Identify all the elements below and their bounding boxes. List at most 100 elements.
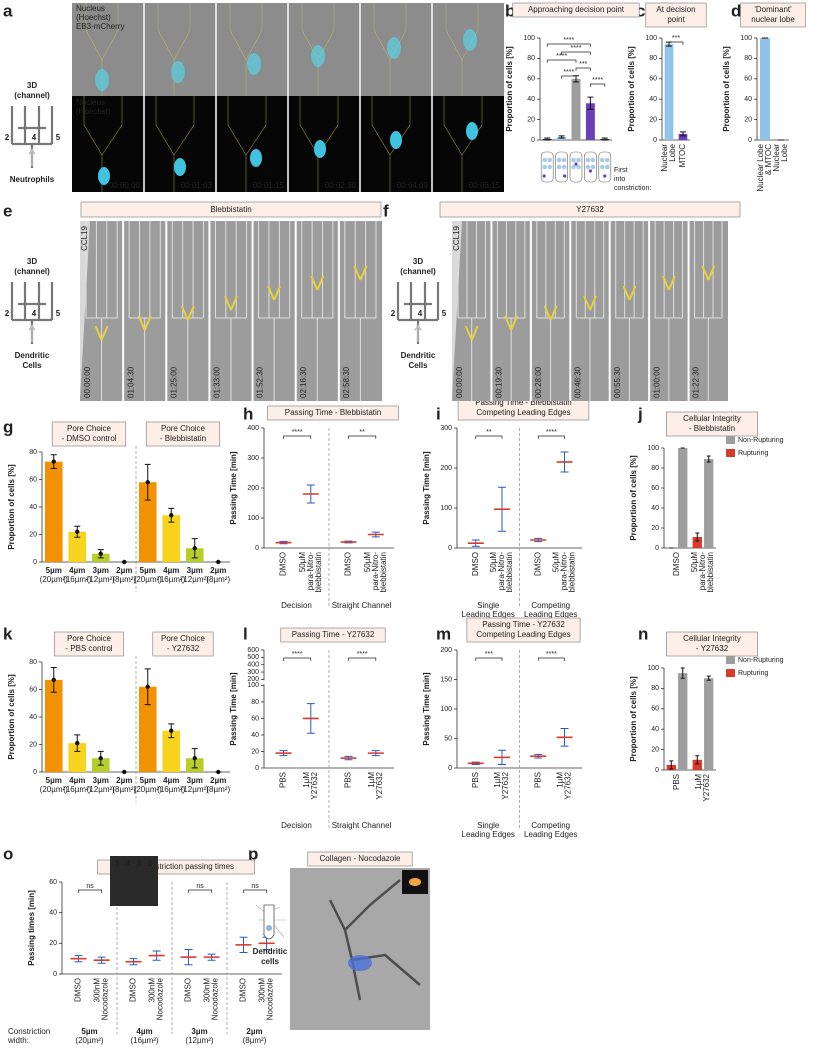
chart-title: - Blebbistatin: [160, 434, 206, 443]
category-label: 4µm: [163, 776, 179, 785]
y-tick-label: 200: [247, 676, 259, 683]
significance-label: ns: [86, 883, 94, 890]
category-label: 3µm: [93, 566, 109, 575]
panel-label: j: [637, 404, 643, 423]
arrow: [28, 323, 36, 342]
y-tick-label: 40: [251, 732, 259, 739]
cell: [95, 69, 109, 91]
nucleus: [390, 131, 402, 149]
category-label: 3µm: [93, 776, 109, 785]
chart-title: Cellular Integrity: [683, 634, 741, 643]
chart-title: - DMSO control: [61, 434, 116, 443]
nucleus-icon: [585, 164, 591, 170]
significance-bracket: [475, 435, 503, 439]
title-box: [145, 421, 221, 447]
y-tick-label: 0: [653, 137, 657, 144]
panel-label: m: [436, 624, 451, 643]
area-label: (16µm²): [157, 785, 186, 794]
significance-bracket: [283, 435, 312, 439]
error-bar: [587, 96, 594, 110]
panel-label: c: [636, 1, 645, 20]
group-label: 5µm: [81, 1027, 97, 1036]
mean-dot: [169, 728, 174, 733]
category-label: 50µM: [298, 552, 307, 573]
y-tick-label: 200: [440, 465, 452, 472]
chart-title: Passing Time - Blebbistatin: [475, 398, 572, 407]
timestamp: 00:02:30: [325, 181, 357, 190]
treatment-box: [80, 201, 382, 218]
legend-label: Rupturing: [738, 450, 768, 457]
mean-dot: [216, 769, 221, 775]
chart-title: Competing Leading Edges: [476, 630, 570, 639]
channel-lines: [155, 3, 195, 192]
nucleus-icon: [547, 164, 552, 170]
group-label: (12µm²): [185, 1036, 214, 1045]
nucleus: [98, 167, 110, 185]
category-label: & MTOC: [764, 144, 773, 175]
group-label: Decision: [281, 601, 312, 610]
nucleus-icon: [561, 157, 567, 163]
cell-type: Dendritic: [253, 947, 288, 956]
bar: [44, 461, 63, 562]
chart-title: At decision: [656, 5, 695, 14]
schematic-label: (channel): [14, 91, 50, 100]
y-tick-label: 40: [651, 505, 659, 512]
y-tick-label: 60: [29, 686, 37, 693]
y-axis-label: Proportion of cells [%]: [627, 46, 636, 132]
category-label: Nocodazole: [211, 977, 220, 1020]
y-axis-label: Proportion of cells [%]: [629, 455, 638, 541]
panel-label: k: [3, 624, 13, 643]
area-label: (12µm²): [181, 575, 210, 584]
y-tick-label: 40: [744, 96, 752, 103]
y-tick-label: 100: [645, 35, 657, 42]
legend-swatch: [726, 656, 735, 664]
mean-dot: [98, 756, 103, 761]
channel-lines: [214, 221, 248, 401]
significance-bracket: [348, 657, 377, 661]
cell: [311, 45, 325, 67]
panel-label: g: [3, 417, 13, 436]
timestamp: 01:33:00: [213, 366, 222, 398]
y-tick-label: 20: [29, 531, 37, 538]
nucleus-icon: [605, 164, 610, 170]
cell-type: Cells: [22, 361, 42, 370]
cell: [94, 325, 109, 341]
significance-label: ****: [546, 651, 557, 658]
y-tick-label: 500: [247, 654, 259, 661]
y-tick-label: 60: [29, 476, 37, 483]
timestamp: 01:04:30: [126, 366, 135, 398]
timestamp: 01:22:30: [692, 366, 701, 398]
category-label: DMSO: [74, 978, 83, 1002]
y-tick-label: 0: [655, 545, 659, 552]
category-label: blebbistatin: [706, 552, 715, 592]
nucleus: [466, 122, 478, 140]
group-label: Leading Edges: [462, 610, 515, 619]
timestamp: 01:25:00: [169, 366, 178, 398]
category-label: 300nM: [258, 978, 267, 1003]
significance-bracket: [561, 75, 577, 79]
bar: [585, 103, 595, 140]
significance-bracket: [575, 67, 591, 71]
category-label: 1µM: [556, 772, 565, 788]
nucleus-icon: [576, 157, 581, 163]
cell: [353, 265, 368, 281]
lane-number: 2: [5, 309, 10, 318]
significance-bracket: [546, 43, 591, 47]
cell-type: Dendritic: [15, 351, 50, 360]
significance-bracket: [283, 657, 312, 661]
cell-schematic: [263, 904, 275, 940]
category-label: Lobe: [668, 143, 677, 161]
significance-label: **: [359, 429, 365, 436]
chart-title: - Y27632: [167, 644, 200, 653]
y-axis-label: Passing Time [min]: [422, 672, 431, 746]
category-label: DMSO: [344, 552, 353, 576]
y-axis-label: Passing times [min]: [27, 890, 36, 966]
panel-label: n: [638, 624, 648, 643]
channel-label: (Hoechst): [76, 13, 111, 22]
area-label: (16µm²): [157, 575, 186, 584]
category-label: DMSO: [184, 978, 193, 1002]
category-label: blebbistatin: [314, 552, 323, 592]
legend-swatch: [726, 436, 735, 444]
y-tick-label: 0: [531, 137, 535, 144]
note: into: [614, 176, 625, 183]
